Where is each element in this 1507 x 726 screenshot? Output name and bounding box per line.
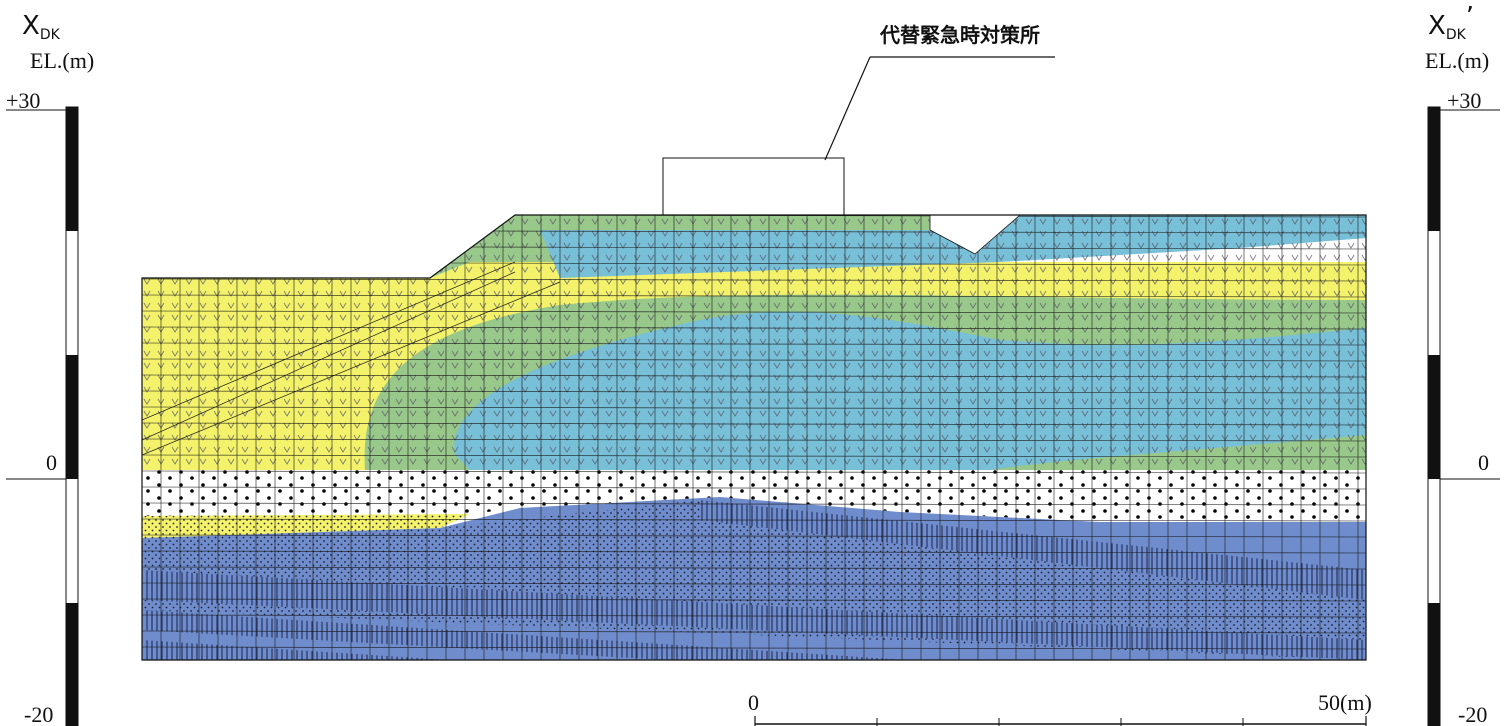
mesh-line <box>142 281 561 456</box>
mesh-line <box>142 310 1366 314</box>
mesh-line <box>493 230 1366 234</box>
mesh-line <box>142 342 1366 346</box>
right-zero-label: 0 <box>1478 450 1489 475</box>
model-boundary <box>141 214 1367 661</box>
sand-dots <box>142 470 1366 522</box>
mesh-line <box>142 518 1366 522</box>
left-zero-label: 0 <box>46 450 57 475</box>
mesh-line <box>142 630 1366 634</box>
distance-start-label: 0 <box>748 690 759 715</box>
mesh-line <box>142 294 1366 298</box>
mesh-line <box>142 278 1366 282</box>
mesh-line <box>142 374 1366 378</box>
mesh-line <box>142 406 1366 410</box>
left-unit-label: EL.(m) <box>30 48 94 73</box>
right-unit-label: EL.(m) <box>1425 48 1489 73</box>
v-pattern <box>142 215 1366 470</box>
mesh-line <box>142 470 1366 474</box>
mesh-line <box>142 550 1366 554</box>
right-top-label: +30 <box>1447 88 1481 113</box>
left-elevation-scale: XDK EL.(m) +30 0 -20 <box>6 11 94 726</box>
mesh-line <box>142 502 1366 506</box>
right-bottom-label: -20 <box>1458 702 1487 726</box>
right-section-id: XDK’ <box>1428 2 1474 43</box>
right-elevation-scale: XDK’ EL.(m) +30 0 -20 <box>1425 2 1500 726</box>
mesh-line <box>142 390 1366 394</box>
mesh-line <box>142 566 1366 570</box>
mesh-line <box>142 486 1366 490</box>
left-top-label: +30 <box>6 88 40 113</box>
distance-scale-bar: 0 50(m) <box>748 690 1372 726</box>
yellow-lower-fine <box>142 514 470 538</box>
mesh-line <box>142 454 1366 458</box>
model-layers <box>141 157 1367 661</box>
distance-end-label: 50(m) <box>1318 690 1372 715</box>
building-label: 代替緊急時対策所 <box>879 23 1040 47</box>
mesh-line <box>142 614 1366 618</box>
left-bottom-label: -20 <box>24 702 53 726</box>
bedrock-bands <box>142 500 1366 660</box>
mesh-line <box>142 422 1366 426</box>
building-callout: 代替緊急時対策所 <box>824 23 1055 161</box>
mesh-line <box>142 438 1366 442</box>
mesh-line <box>142 534 1366 538</box>
mesh-line <box>142 358 1366 362</box>
mesh-line <box>142 646 1366 650</box>
left-section-id: XDK <box>22 11 61 43</box>
mesh-line <box>450 262 1366 266</box>
fem-mesh <box>142 214 1366 660</box>
mesh-line <box>142 261 516 421</box>
mesh-line <box>142 326 1366 330</box>
mesh-line <box>142 582 1366 586</box>
mesh-line <box>142 271 516 441</box>
mesh-line <box>471 246 1366 250</box>
mesh-line <box>142 598 1366 602</box>
building-outline <box>662 157 845 216</box>
